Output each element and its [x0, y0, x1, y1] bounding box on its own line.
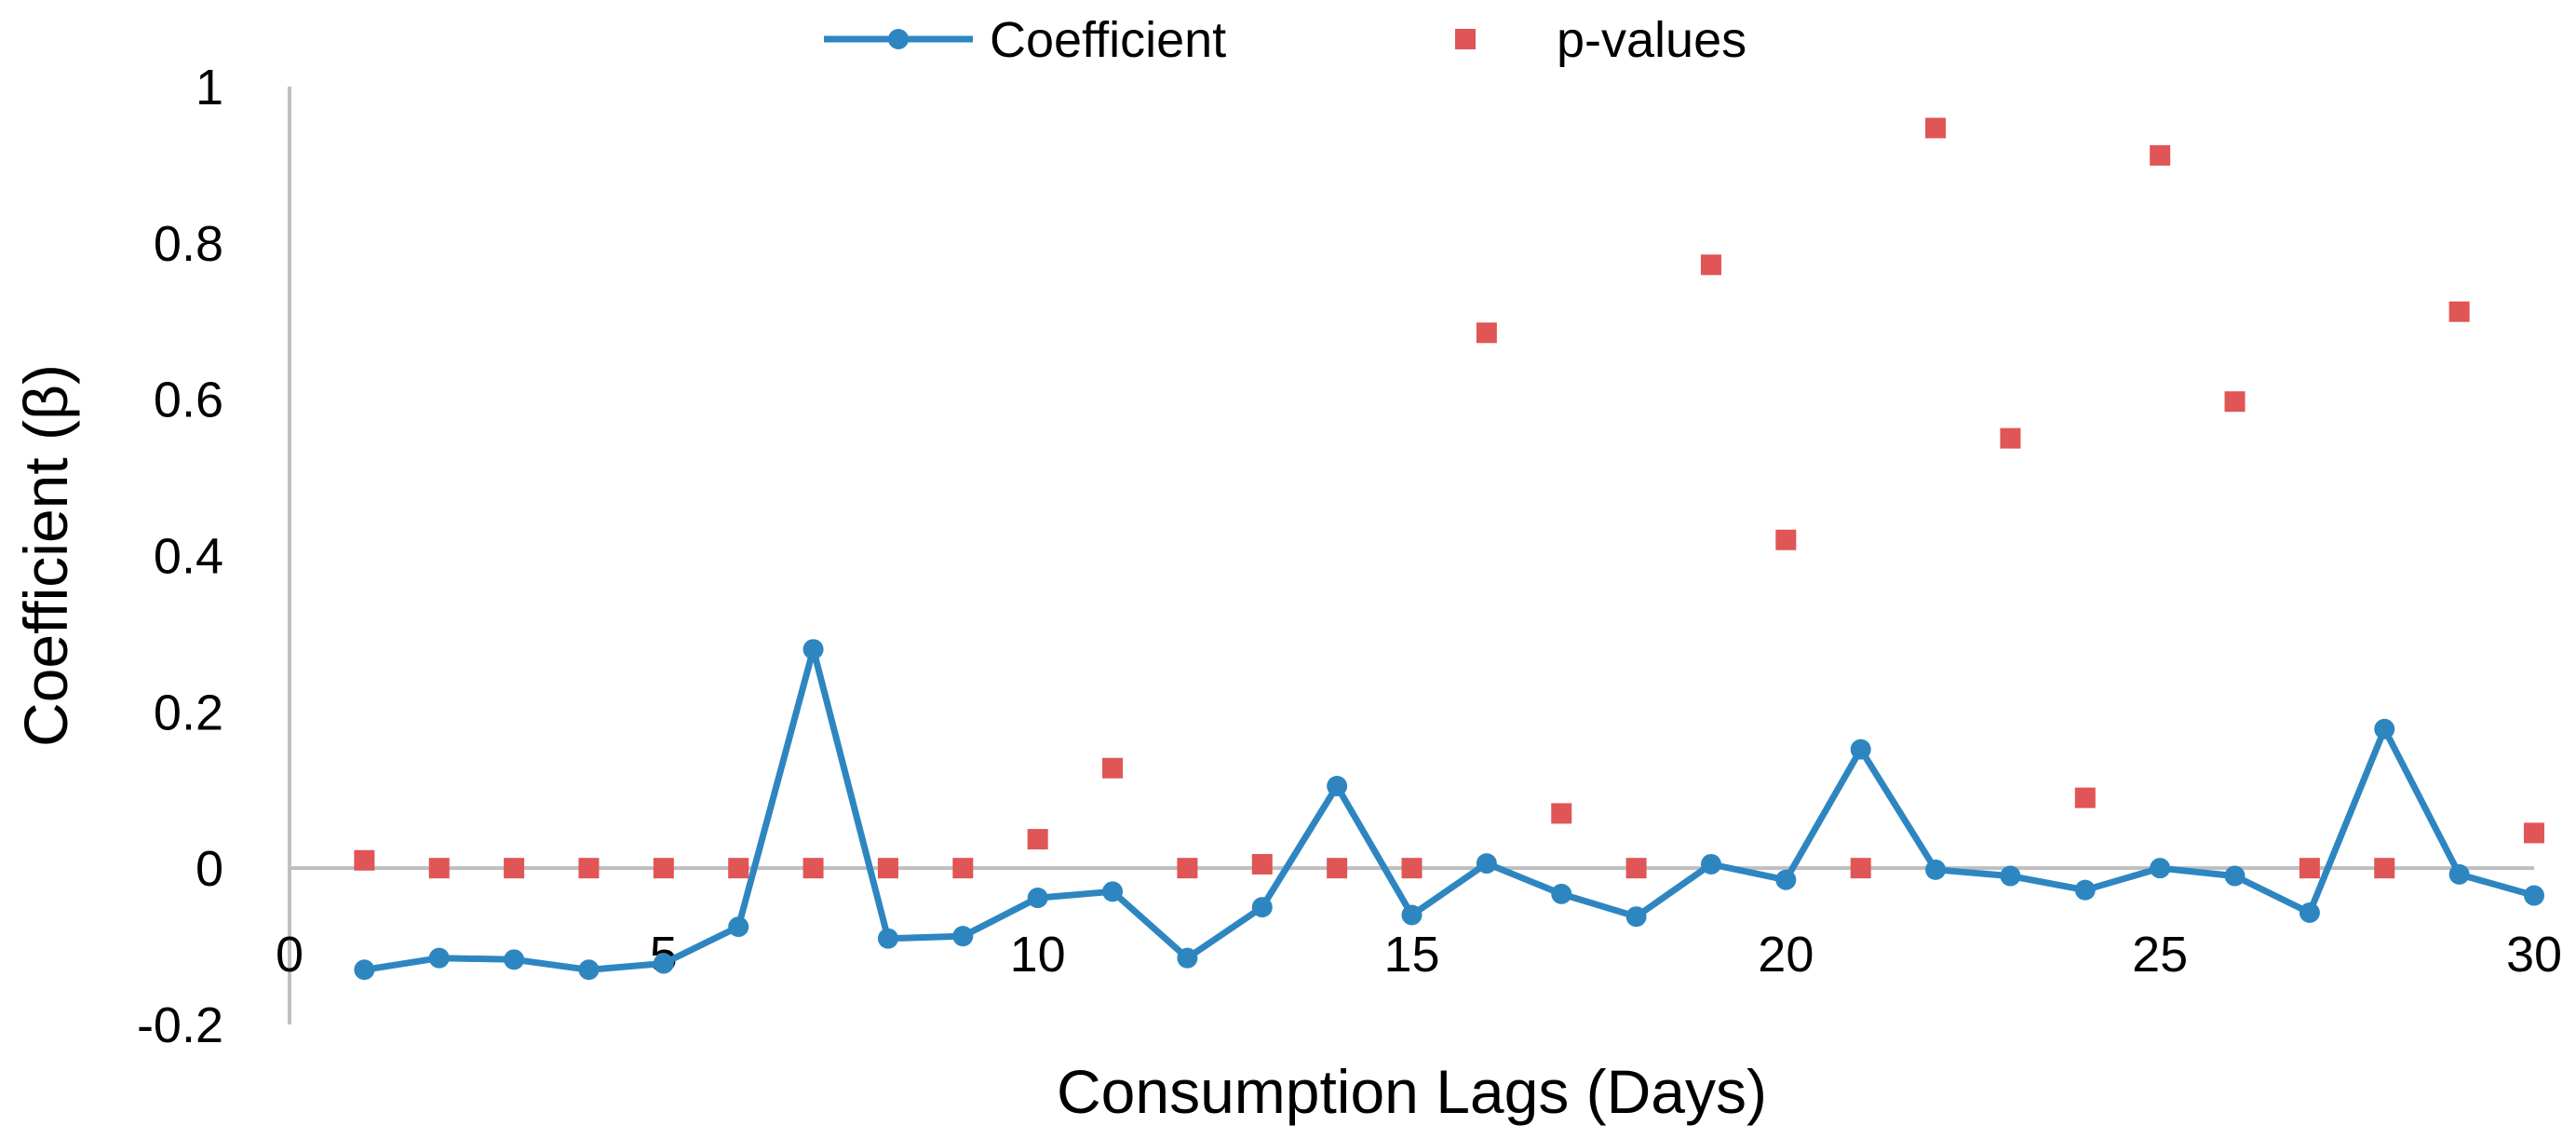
p-value-point	[504, 858, 525, 879]
p-value-point	[1476, 322, 1497, 344]
coefficient-point	[354, 959, 375, 981]
y-tick-label: 0.8	[154, 216, 223, 272]
p-value-point	[2448, 301, 2470, 322]
coefficient-point	[1177, 947, 1198, 969]
coefficient-point	[1850, 739, 1871, 760]
p-value-point	[1251, 853, 1273, 875]
coefficient-point	[2224, 865, 2246, 887]
coefficient-line	[363, 645, 2535, 973]
x-tick-label: 0	[276, 927, 303, 983]
p-value-point	[1327, 858, 1348, 879]
x-tick-label: 10	[1010, 927, 1066, 983]
legend-coefficient-marker-icon	[888, 29, 909, 49]
coefficient-point	[1251, 897, 1273, 918]
y-tick-label: 1	[196, 60, 223, 115]
coefficient-point	[2000, 865, 2021, 887]
coefficient-point	[877, 928, 898, 949]
y-tick-label: 0	[196, 841, 223, 897]
coefficient-point	[1327, 776, 1348, 797]
p-value-point	[1177, 858, 1198, 879]
p-value-point	[2074, 787, 2096, 808]
coefficient-point	[1102, 881, 1124, 902]
coefficient-point	[2299, 902, 2320, 923]
y-axis-title: Coefficient (β)	[11, 364, 80, 747]
legend-p-values-marker-icon	[1455, 29, 1476, 49]
coefficient-point	[504, 949, 525, 970]
coefficient-point	[1401, 904, 1423, 926]
p-value-point	[653, 858, 674, 879]
x-tick-label: 25	[2132, 927, 2188, 983]
p-value-point	[1102, 757, 1124, 779]
p-value-point	[728, 858, 749, 879]
p-value-point	[2374, 858, 2395, 879]
p-value-point	[1401, 858, 1423, 879]
coefficient-point	[1027, 888, 1048, 909]
coefficient-point	[653, 953, 674, 974]
p-value-point	[2150, 144, 2171, 166]
legend-coefficient-label: Coefficient	[990, 12, 1226, 68]
y-tick-labels: -0.2 0 0.2 0.4 0.6 0.8 1	[137, 60, 223, 1053]
y-tick-label: 0.2	[154, 685, 223, 740]
coefficient-point	[1700, 853, 1721, 875]
p-values-series	[354, 117, 2544, 879]
x-tick-label: 30	[2506, 927, 2562, 983]
p-value-point	[1775, 529, 1797, 550]
p-value-point	[2524, 822, 2544, 844]
coefficient-point	[2448, 863, 2470, 885]
p-value-point	[1625, 858, 1647, 879]
coefficient-point	[1476, 853, 1497, 875]
legend-p-values-label: p-values	[1557, 12, 1747, 68]
coefficient-series	[354, 639, 2544, 981]
p-value-point	[2224, 391, 2246, 413]
p-value-point	[1925, 117, 1947, 139]
p-value-point	[802, 858, 824, 879]
coefficient-point	[1625, 906, 1647, 928]
p-value-point	[2000, 427, 2021, 449]
coefficient-point	[2074, 879, 2096, 901]
coefficient-point	[428, 947, 450, 969]
y-tick-label: -0.2	[137, 997, 223, 1053]
p-value-point	[1027, 829, 1048, 850]
y-tick-label: 0.6	[154, 373, 223, 428]
coefficient-point	[728, 916, 749, 938]
coefficient-point	[578, 959, 600, 981]
axes	[288, 87, 2534, 1024]
x-tick-labels: 051015202530	[276, 927, 2562, 983]
p-value-point	[1700, 254, 1721, 276]
x-tick-label: 20	[1758, 927, 1814, 983]
legend: Coefficient p-values	[824, 12, 1747, 68]
coefficient-point	[952, 926, 974, 947]
coefficient-point	[1775, 869, 1797, 890]
coefficient-point	[802, 639, 824, 660]
p-value-point	[1850, 858, 1871, 879]
coefficient-point	[1925, 859, 1947, 880]
p-value-point	[1551, 803, 1572, 824]
x-tick-label: 15	[1383, 927, 1439, 983]
coefficient-point	[2374, 718, 2395, 739]
p-value-point	[428, 858, 450, 879]
p-value-point	[354, 849, 375, 871]
x-axis-title: Consumption Lags (Days)	[1057, 1057, 1767, 1126]
p-value-point	[952, 858, 974, 879]
p-value-point	[877, 858, 898, 879]
p-value-point	[578, 858, 600, 879]
coefficient-point	[2524, 885, 2544, 906]
y-tick-label: 0.4	[154, 529, 223, 585]
p-value-point	[2299, 858, 2320, 879]
coefficient-point	[1551, 883, 1572, 904]
coefficient-point	[2150, 858, 2171, 879]
